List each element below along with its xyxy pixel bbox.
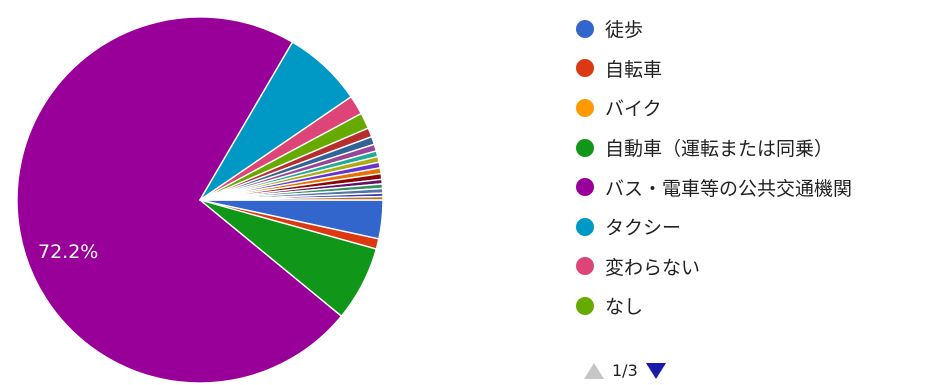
legend-label: 自転車 (605, 58, 663, 81)
legend-item-unchanged[interactable]: 変わらない (576, 247, 852, 287)
page-up-icon[interactable] (584, 362, 604, 379)
legend-item-motorbike[interactable]: バイク (576, 88, 852, 128)
legend-item-none[interactable]: なし (576, 286, 852, 326)
legend-item-car[interactable]: 自動車（運転または同乗） (576, 128, 852, 168)
legend-label: バイク (605, 98, 662, 121)
page-down-icon[interactable] (645, 362, 666, 379)
legend-label: タクシー (605, 217, 682, 240)
legend-label: なし (605, 296, 644, 319)
legend-item-public-transport[interactable]: バス・電車等の公共交通機関 (576, 167, 852, 207)
page-indicator: 1/3 (612, 361, 638, 380)
pie-slice-4[interactable] (16, 16, 343, 384)
legend-label: バス・電車等の公共交通機関 (605, 177, 853, 200)
legend-item-bicycle[interactable]: 自転車 (576, 49, 852, 89)
legend-swatch (576, 138, 594, 157)
legend-item-taxi[interactable]: タクシー (576, 207, 852, 247)
legend-swatch (576, 19, 594, 38)
legend-label: 変わらない (605, 256, 701, 279)
legend-swatch (576, 98, 594, 117)
legend-swatch (576, 178, 594, 197)
pie-slice-20[interactable] (199, 195, 384, 201)
legend-label: 自動車（運転または同乗） (605, 138, 834, 161)
legend-item-walk[interactable]: 徒歩 (576, 9, 852, 49)
legend-swatch (576, 217, 594, 236)
slice-value-label: 72.2% (38, 241, 98, 263)
legend-swatch (576, 296, 594, 315)
legend-swatch (576, 59, 594, 78)
legend-label: 徒歩 (605, 19, 644, 42)
chart-legend: 徒歩 自転車 バイク 自動車（運転または同乗） バス・電車等の公共交通機関 タク… (576, 9, 852, 326)
legend-swatch (576, 257, 594, 276)
legend-pager: 1/3 (584, 361, 666, 380)
